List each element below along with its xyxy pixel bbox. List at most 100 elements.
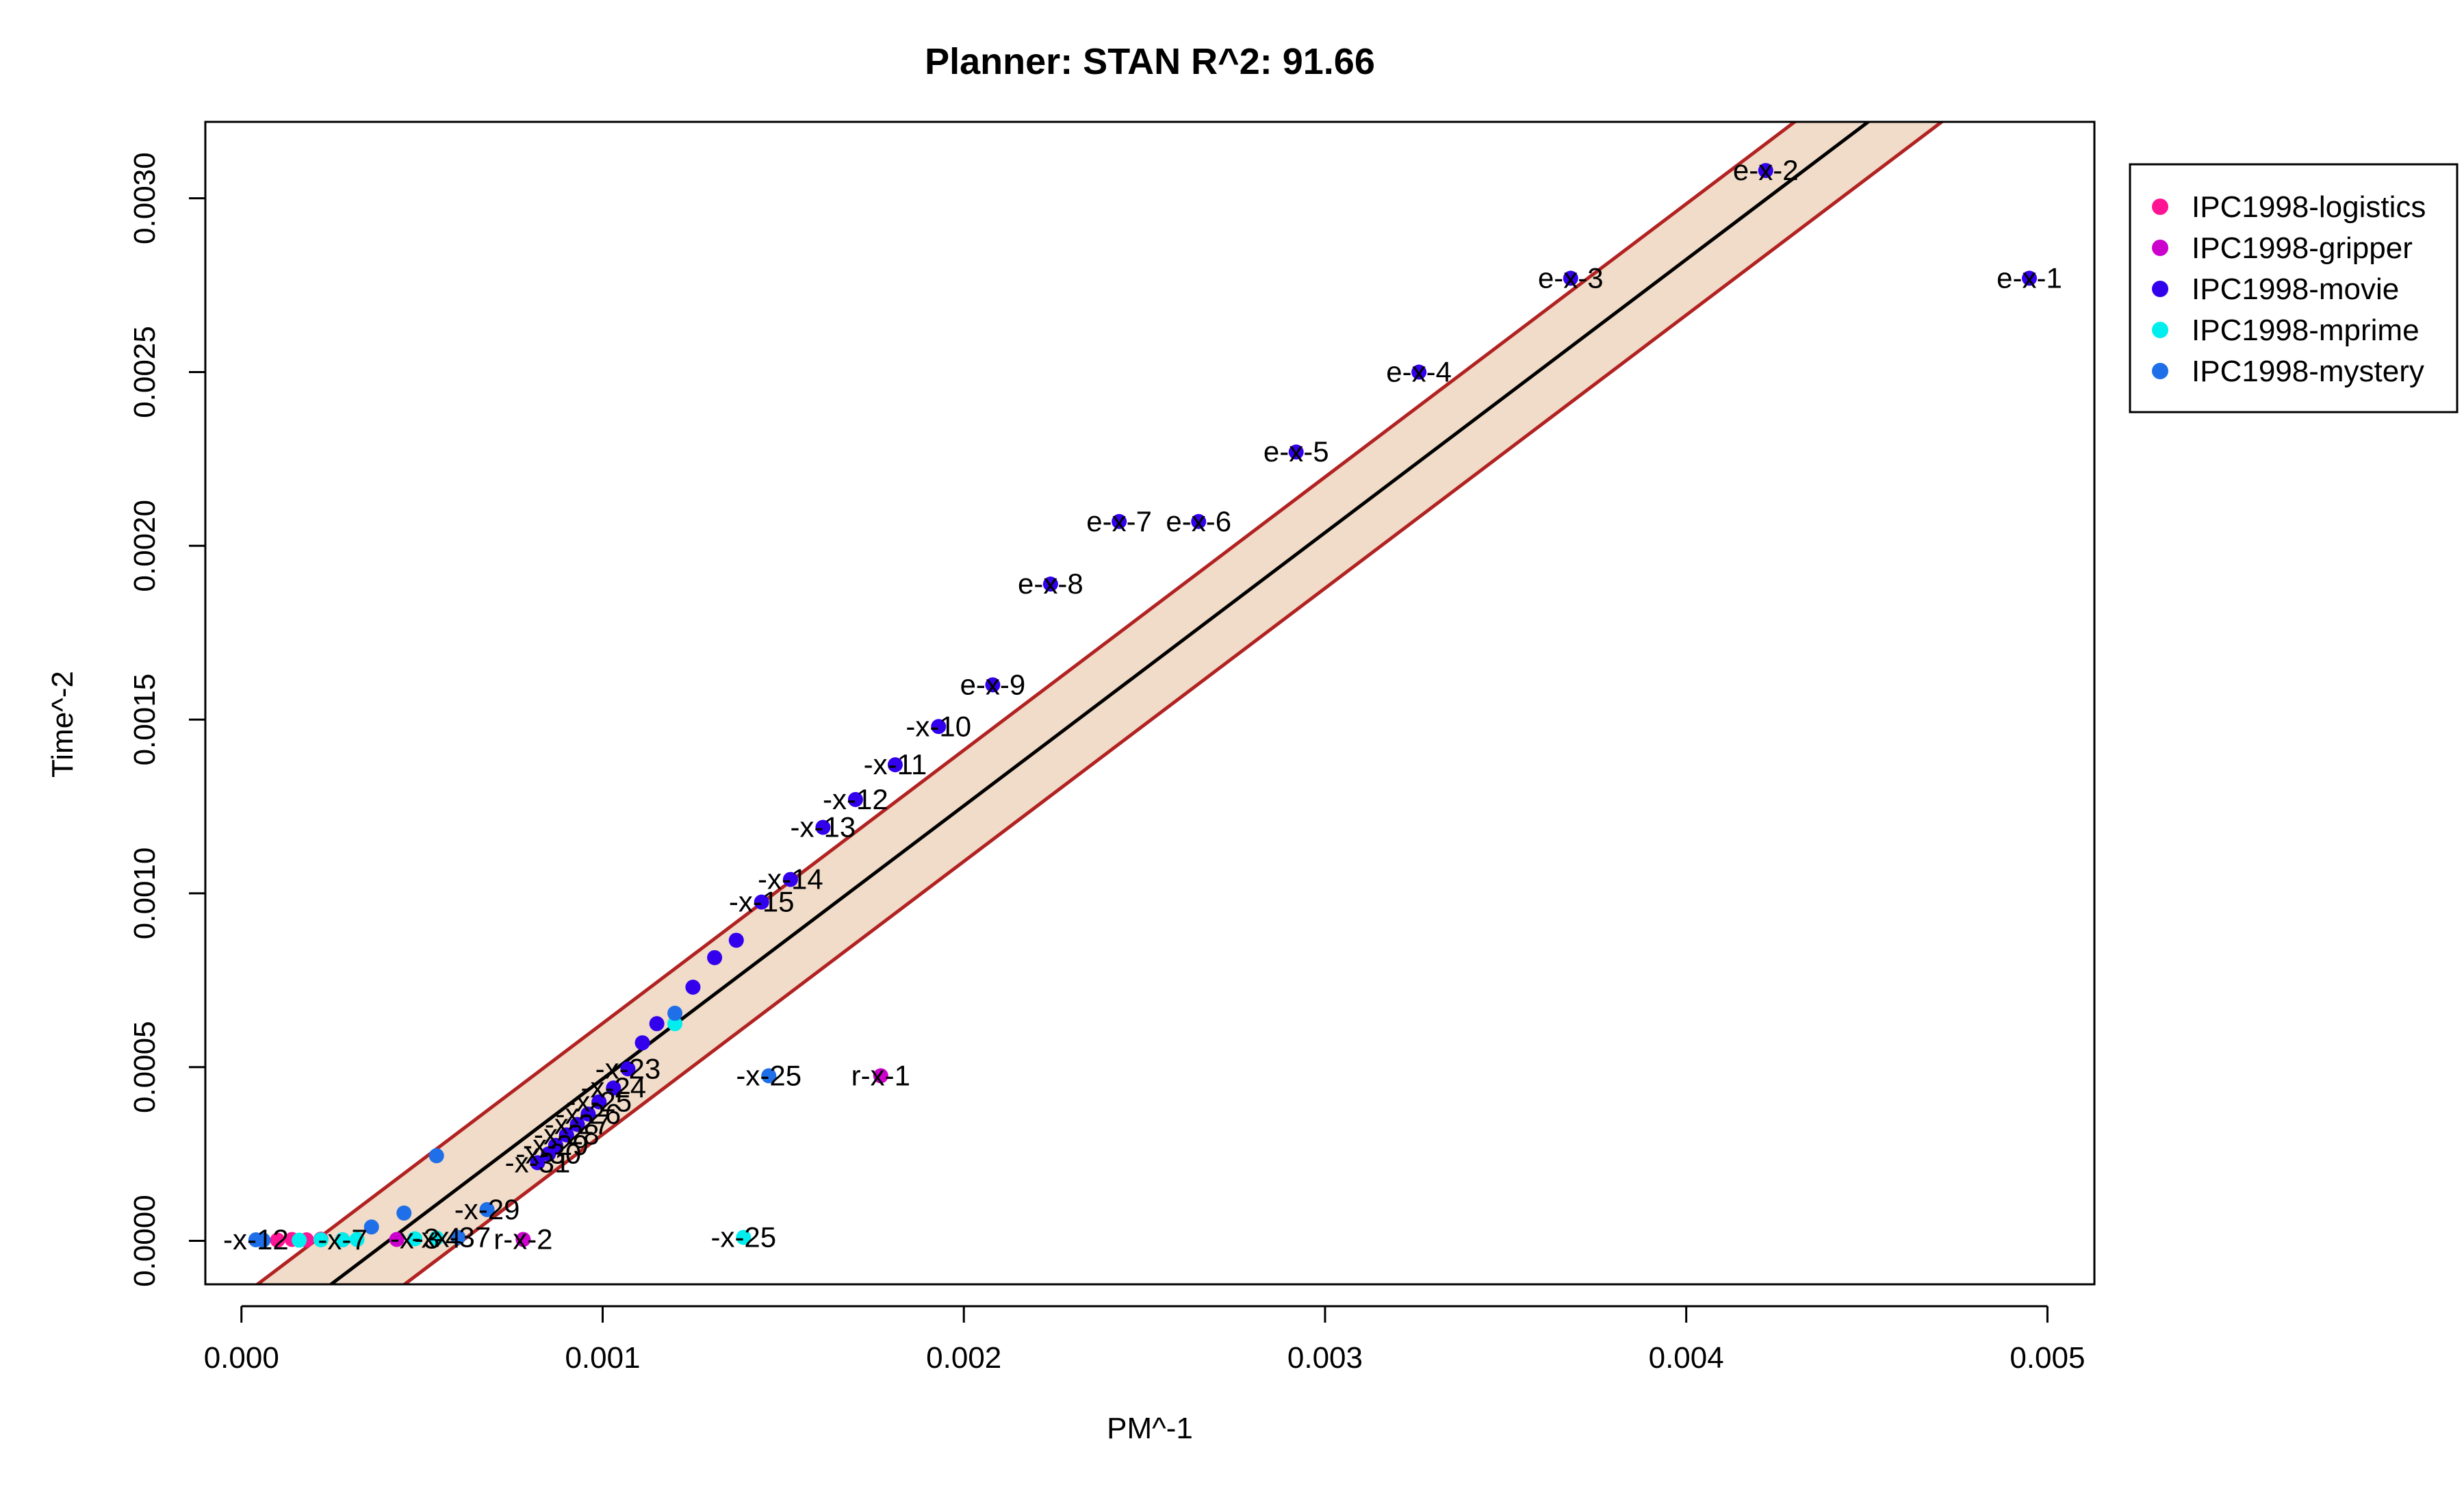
data-point-ipc1998-movie-24 [569, 1117, 585, 1132]
legend-marker [2152, 281, 2168, 297]
point-label: -x-12 [823, 783, 888, 815]
data-point-ipc1998-movie-16 [707, 950, 723, 965]
point-label: -x-11 [864, 748, 927, 780]
data-point-ipc1998-mprime-1 [667, 1016, 683, 1032]
data-point-ipc1998-movie-8 [985, 677, 1001, 693]
data-point-ipc1998-movie-14 [754, 894, 769, 910]
point-label: -x-10 [906, 710, 971, 742]
data-point-ipc1998-movie-15 [728, 932, 744, 948]
chart-title: Planner: STAN R^2: 91.66 [925, 41, 1375, 82]
x-tick-label: 0.004 [1649, 1341, 1724, 1375]
x-axis-label: PM^-1 [1107, 1412, 1193, 1445]
data-point-ipc1998-movie-3 [1411, 364, 1427, 380]
point-label: -x-26 [556, 1097, 621, 1130]
y-tick-label: 0.0005 [128, 1021, 162, 1113]
data-point-ipc1998-movie-0 [2022, 270, 2038, 286]
y-tick-label: 0.0030 [128, 152, 162, 244]
point-label: r-x-2 [493, 1223, 552, 1256]
data-point-ipc1998-mystery-6 [450, 1230, 466, 1245]
point-label: -x-3 [390, 1223, 439, 1255]
band-upper-edge [255, 122, 1798, 1284]
data-point-ipc1998-movie-22 [591, 1094, 607, 1110]
x-tick-label: 0.002 [926, 1341, 1001, 1375]
data-point-ipc1998-movie-2 [1563, 270, 1578, 286]
data-point-ipc1998-movie-18 [649, 1016, 665, 1032]
plot-area: r-x-1 r-x-2 e-x-1 e-x-2 e-x-3 e-x-4 e-x-5 e-x-6… [204, 120, 2096, 1286]
data-point-ipc1998-mystery-1 [667, 1006, 683, 1021]
legend-entry: IPC1998-gripper [2192, 231, 2413, 265]
point-label: -x-24 [580, 1071, 646, 1104]
legend-marker [2152, 240, 2168, 256]
data-point-ipc1998-mystery-2 [428, 1148, 444, 1164]
data-point-ipc1998-movie-25 [559, 1127, 574, 1143]
data-point-ipc1998-movie-10 [887, 757, 903, 773]
fit-line [328, 122, 1871, 1284]
legend-marker [2152, 363, 2168, 379]
data-point-ipc1998-mystery-0 [761, 1068, 777, 1084]
data-point-ipc1998-movie-21 [606, 1080, 621, 1096]
point-label: e-x-6 [1166, 505, 1231, 537]
band-lower-edge [401, 122, 1945, 1284]
data-point-ipc1998-logistics-0 [270, 1232, 285, 1248]
data-point-ipc1998-movie-23 [580, 1106, 596, 1122]
data-point-ipc1998-mprime-3 [407, 1231, 423, 1247]
y-tick-label: 0.0000 [128, 1195, 162, 1287]
data-point-ipc1998-movie-1 [1758, 163, 1773, 179]
data-point-ipc1998-mystery-8 [255, 1232, 271, 1248]
legend-entry: IPC1998-logistics [2192, 190, 2426, 224]
data-point-ipc1998-movie-20 [620, 1061, 636, 1077]
point-label: e-x-4 [1386, 355, 1452, 387]
point-label: -x-28 [534, 1119, 600, 1151]
point-label: -x-29 [454, 1193, 520, 1225]
y-axis: 0.0000 0.0005 0.0010 0.0015 0.0020 0.0025 0.00… [128, 152, 207, 1287]
point-label: -x-25 [566, 1085, 632, 1117]
legend-box [2129, 163, 2459, 413]
point-label: -x-12 [223, 1223, 289, 1256]
point-label: -x-37 [426, 1221, 491, 1253]
point-label: e-x-9 [960, 668, 1026, 700]
data-point-ipc1998-mprime-6 [313, 1232, 329, 1248]
data-point-ipc1998-movie-11 [847, 791, 863, 807]
data-point-ipc1998-mprime-2 [428, 1230, 444, 1246]
point-label: e-x-2 [1733, 154, 1799, 186]
point-label: e-x-5 [1263, 435, 1329, 468]
point-label: -x-25 [736, 1059, 801, 1091]
x-tick-label: 0.003 [1287, 1341, 1363, 1375]
point-label: -x-25 [710, 1221, 776, 1253]
point-label: -x-29 [523, 1129, 589, 1161]
data-point-ipc1998-mprime-0 [736, 1230, 752, 1245]
data-point-ipc1998-movie-12 [815, 819, 831, 835]
data-point-ipc1998-movie-19 [634, 1035, 650, 1051]
point-label: -x-13 [791, 811, 856, 843]
data-point-ipc1998-movie-6 [1112, 513, 1127, 529]
data-point-ipc1998-mystery-3 [479, 1201, 495, 1217]
data-point-ipc1998-movie-17 [685, 979, 701, 995]
legend-marker [2152, 199, 2168, 215]
legend-entry: IPC1998-mprime [2192, 314, 2420, 347]
legend-entry: IPC1998-mystery [2192, 355, 2424, 388]
point-label: e-x-1 [1997, 262, 2062, 294]
legend-entry: IPC1998-movie [2192, 272, 2399, 306]
legend: IPC1998-logistics IPC1998-gripper IPC1998-… [2129, 163, 2459, 413]
point-label: e-x-8 [1018, 568, 1083, 600]
x-tick-label: 0.005 [2010, 1341, 2085, 1375]
point-label: -x-31 [505, 1146, 571, 1178]
point-label: -x-23 [595, 1052, 661, 1084]
y-tick-label: 0.0010 [128, 848, 162, 940]
point-label: -x-15 [729, 886, 795, 918]
data-point-ipc1998-mystery-5 [363, 1219, 379, 1235]
data-point-ipc1998-movie-9 [931, 719, 947, 735]
data-point-ipc1998-mprime-7 [292, 1232, 307, 1248]
point-label: r-x-1 [851, 1059, 910, 1091]
data-point-ipc1998-gripper-1 [515, 1232, 531, 1247]
data-point-ipc1998-mystery-4 [396, 1205, 412, 1221]
data-point-ipc1998-mprime-5 [335, 1232, 350, 1248]
point-label: -x-7 [318, 1223, 367, 1256]
point-label: -x-30 [515, 1138, 581, 1170]
point-label: e-x-3 [1538, 262, 1604, 294]
data-point-ipc1998-gripper-2 [389, 1232, 405, 1247]
x-tick-label: 0.000 [204, 1341, 279, 1375]
y-tick-label: 0.0015 [128, 674, 162, 766]
data-point-ipc1998-mprime-4 [349, 1232, 365, 1247]
